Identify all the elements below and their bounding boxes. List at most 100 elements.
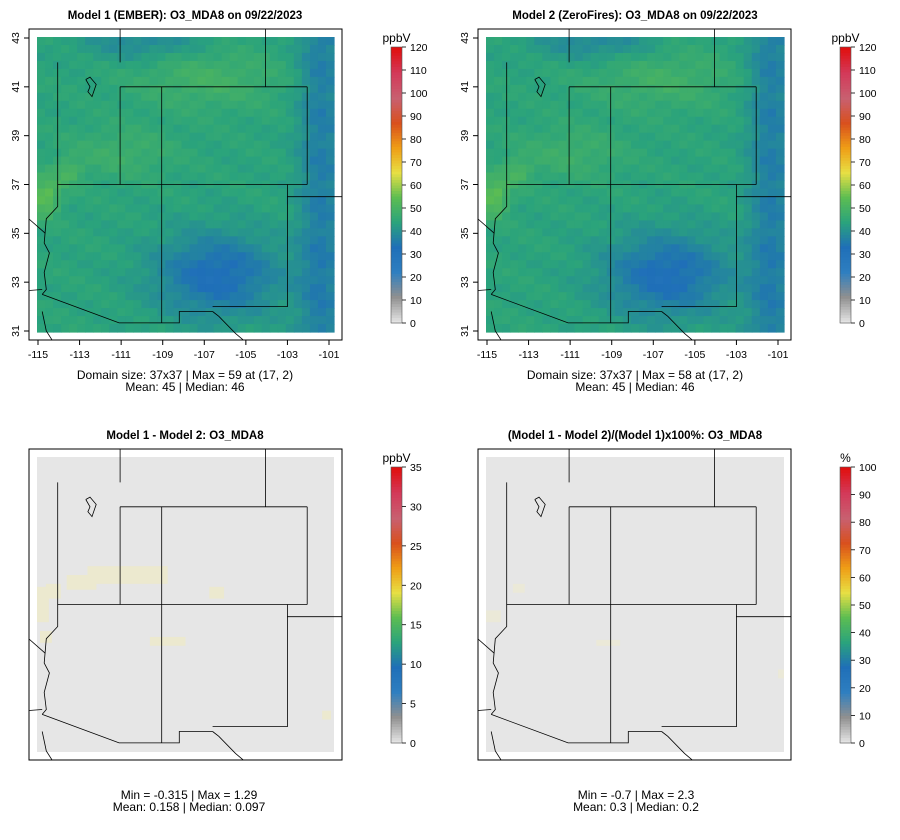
colorbar-segment [840, 99, 851, 103]
heatmap-cell [630, 268, 640, 277]
heatmap-cell [61, 100, 70, 110]
heatmap-cell [542, 164, 552, 174]
heatmap-cell [711, 84, 721, 94]
x-tick-label: -107 [194, 349, 215, 361]
heatmap-cell [582, 268, 592, 277]
heatmap-cell [45, 132, 54, 142]
colorbar-segment [840, 121, 851, 125]
heatmap-cell [141, 84, 150, 94]
heatmap-cell [269, 228, 279, 237]
heatmap-cell [189, 268, 199, 277]
x-tick-label: -111 [111, 349, 131, 361]
heatmap-cell [181, 188, 191, 198]
colorbar-segment [840, 113, 851, 117]
heatmap-cell [542, 52, 552, 62]
heatmap-cell [221, 244, 231, 253]
heatmap-cell [285, 252, 295, 261]
heatmap-cell [189, 76, 199, 86]
heatmap-cell [711, 60, 721, 70]
heatmap-cell [253, 292, 263, 301]
colorbar-segment [840, 621, 851, 625]
colorbar-segment [840, 47, 851, 51]
heatmap-cell [213, 204, 223, 213]
heatmap-cell [751, 196, 761, 206]
heatmap-cell [614, 204, 624, 213]
heatmap-cell [614, 244, 624, 253]
heatmap-cell [309, 116, 319, 126]
heatmap-cell [767, 60, 777, 70]
heatmap-cell [711, 68, 721, 78]
colorbar-segment [840, 627, 851, 631]
heatmap-cell [622, 316, 632, 325]
heatmap-cell [582, 220, 592, 229]
colorbar-segment [840, 49, 851, 54]
heatmap-cell [181, 140, 191, 150]
heatmap-cell [550, 172, 560, 182]
colorbar-segment [391, 571, 402, 576]
heatmap-cell [293, 276, 303, 285]
heatmap-cell [590, 37, 600, 46]
heatmap-cell [606, 220, 616, 229]
heatmap-cell [679, 284, 688, 293]
heatmap-cell [37, 140, 46, 150]
heatmap-cell [93, 268, 102, 277]
colorbar-segment [391, 538, 402, 543]
heatmap-cell [526, 164, 535, 174]
heatmap-cell [558, 220, 568, 229]
heatmap-cell [679, 84, 688, 94]
heatmap-cell [45, 172, 54, 182]
heatmap-cell [663, 244, 672, 253]
heatmap-cell [109, 60, 118, 70]
colorbar-segment [391, 149, 402, 153]
heatmap-cell [639, 116, 648, 126]
heatmap-cell [221, 212, 231, 221]
heatmap-cell [494, 196, 503, 206]
heatmap-cell [606, 52, 616, 62]
stats-line-2: Mean: 45 | Median: 46 [125, 380, 245, 394]
colorbar-segment [840, 289, 851, 294]
heatmap-cell [173, 52, 183, 62]
heatmap-cell [237, 244, 247, 253]
colorbar-segment [391, 720, 402, 725]
heatmap-cell [526, 196, 535, 206]
heatmap-cell [301, 324, 311, 333]
heatmap-cell [149, 100, 159, 110]
colorbar-segment [840, 649, 851, 653]
heatmap-cell [37, 180, 46, 190]
heatmap-cell [494, 124, 503, 134]
colorbar-segment [840, 519, 851, 523]
heatmap-cell [317, 124, 327, 134]
heatmap-cell [679, 300, 688, 309]
colorbar-segment [391, 475, 402, 479]
heatmap-cell [502, 37, 511, 46]
heatmap-cell [37, 236, 46, 245]
heatmap-cell [630, 196, 640, 206]
heatmap-cell [743, 220, 753, 229]
heatmap-cell [574, 148, 584, 158]
heatmap-cell [133, 236, 142, 245]
heatmap-cell [486, 180, 495, 190]
heatmap-cell [245, 100, 255, 110]
heatmap-cell [61, 236, 70, 245]
heatmap-cell [743, 276, 753, 285]
heatmap-cell [173, 116, 183, 126]
colorbar-segment [391, 544, 402, 548]
heatmap-cell [213, 268, 223, 277]
heatmap-cell [261, 100, 271, 110]
heatmap-cell [647, 324, 656, 333]
state-boundary [212, 604, 288, 727]
heatmap-cell [69, 292, 78, 301]
colorbar-segment [391, 93, 402, 98]
heatmap-cell [606, 108, 616, 118]
heatmap-cell [93, 37, 102, 46]
heatmap-cell [245, 116, 255, 126]
heatmap-cell [141, 116, 150, 126]
heatmap-cell [655, 100, 664, 110]
heatmap-cell [590, 76, 600, 86]
heatmap-cell [221, 252, 231, 261]
heatmap-cell [253, 284, 263, 293]
heatmap-cell [45, 76, 54, 86]
heatmap-cell [679, 140, 688, 150]
y-tick-label: 31 [10, 325, 22, 337]
heatmap-cell [663, 300, 672, 309]
